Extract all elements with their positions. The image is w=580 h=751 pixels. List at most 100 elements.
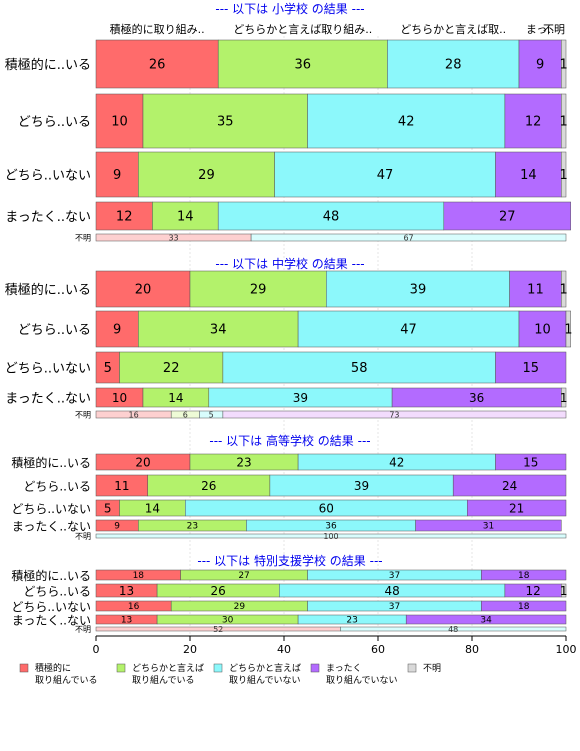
legend-label: 取り組んでいる — [132, 674, 195, 686]
x-tick-label: 0 — [93, 643, 100, 656]
data-label: 20 — [135, 455, 150, 469]
row-label: 積極的に..いる — [5, 282, 91, 298]
data-label: 18 — [518, 571, 530, 581]
data-label: 1 — [560, 283, 568, 298]
data-label: 1 — [564, 323, 572, 338]
bar-segment — [565, 310, 571, 348]
bar-segment — [119, 351, 224, 384]
bar-segment — [250, 233, 567, 242]
column-header: まっ.. — [526, 23, 555, 36]
data-label: 18 — [518, 602, 530, 612]
data-label: 5 — [104, 501, 112, 515]
bar-segment — [152, 201, 219, 231]
data-label: 11 — [527, 283, 544, 298]
data-label: 10 — [111, 115, 128, 130]
data-label: 30 — [222, 616, 234, 626]
data-label: 37 — [389, 602, 400, 612]
panel-title: --- 以下は 高等学校 の結果 --- — [209, 433, 370, 448]
data-label: 27 — [238, 571, 249, 581]
row-label: 積極的に..いる — [11, 455, 91, 470]
panel-title: --- 以下は 特別支援学校 の結果 --- — [197, 553, 382, 568]
bar-segment — [142, 93, 308, 149]
bar-segment — [95, 93, 144, 149]
data-label: 5 — [209, 410, 214, 419]
legend-label: 取り組んでいない — [326, 674, 398, 686]
data-label: 6 — [183, 410, 188, 419]
bar-segment — [326, 270, 510, 308]
bar-segment — [561, 583, 567, 598]
data-label: 20 — [135, 283, 152, 298]
data-label: 42 — [389, 455, 404, 469]
bar-segment — [405, 614, 567, 625]
legend-label: どちらかと言えば — [132, 662, 204, 674]
row-label: どちら..いない — [11, 502, 91, 516]
row-label: どちら..いる — [23, 480, 91, 494]
row-label: 積極的に..いる — [5, 57, 91, 73]
data-label: 47 — [377, 168, 394, 183]
column-header: 不明 — [543, 23, 565, 36]
bar-segment — [340, 626, 567, 632]
data-label: 1 — [560, 58, 568, 73]
data-label: 16 — [129, 410, 139, 419]
x-tick-label: 40 — [277, 643, 291, 656]
data-label: 58 — [351, 361, 368, 376]
bar-segment — [561, 387, 567, 408]
bar-segment — [452, 474, 567, 497]
data-label: 100 — [323, 532, 338, 541]
bar-segment — [518, 310, 567, 348]
data-label: 13 — [121, 616, 132, 626]
x-tick-label: 60 — [371, 643, 385, 656]
row-label: どちら..いない — [5, 362, 91, 377]
bar-segment — [504, 93, 562, 149]
bar-segment — [561, 270, 567, 308]
legend-label: 取り組んでいない — [229, 674, 301, 686]
bar-segment — [481, 600, 567, 612]
bar-segment — [189, 270, 327, 308]
x-tick-label: 80 — [465, 643, 479, 656]
bar-segment — [95, 201, 153, 231]
bar-segment — [443, 201, 571, 231]
data-label: 1 — [560, 115, 568, 130]
data-label: 47 — [400, 323, 417, 338]
data-label: 12 — [116, 210, 133, 225]
bar-segment — [467, 499, 567, 517]
legend-swatch — [310, 663, 320, 673]
data-label: 36 — [469, 391, 484, 405]
data-label: 23 — [187, 522, 198, 532]
row-label: 不明 — [75, 532, 91, 541]
data-label: 14 — [168, 391, 183, 405]
data-label: 22 — [163, 361, 180, 376]
data-label: 12 — [525, 584, 540, 598]
bar-segment — [217, 201, 445, 231]
row-label: 不明 — [75, 625, 91, 634]
legend-label: 取り組んでいる — [35, 674, 98, 686]
data-label: 27 — [499, 210, 516, 225]
row-label: どちら..いる — [18, 323, 91, 338]
data-label: 5 — [104, 361, 112, 376]
data-label: 34 — [480, 616, 492, 626]
data-label: 23 — [346, 616, 357, 626]
data-label: 9 — [113, 168, 121, 183]
row-label: どちら..いる — [23, 585, 91, 599]
row-label: まったく..ない — [12, 520, 91, 534]
bar-segment — [297, 310, 520, 348]
data-label: 48 — [384, 584, 399, 598]
row-label: まったく..ない — [5, 210, 91, 225]
legend-label: 不明 — [423, 663, 441, 674]
data-label: 26 — [149, 58, 166, 73]
data-label: 35 — [217, 115, 234, 130]
data-label: 28 — [445, 58, 462, 73]
data-label: 33 — [168, 233, 178, 242]
data-label: 15 — [522, 361, 539, 376]
data-label: 48 — [323, 210, 340, 225]
row-label: 積極的に..いる — [11, 568, 91, 583]
x-tick-label: 20 — [183, 643, 197, 656]
bar-segment — [138, 310, 299, 348]
data-label: 1 — [560, 584, 568, 598]
data-label: 48 — [448, 625, 458, 634]
bar-segment — [222, 410, 567, 419]
row-label: どちら..いない — [5, 169, 91, 184]
data-label: 18 — [133, 571, 145, 581]
